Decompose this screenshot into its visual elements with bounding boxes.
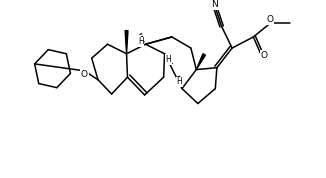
Text: H: H	[166, 55, 171, 64]
Text: O: O	[260, 51, 267, 59]
Text: H: H	[138, 37, 144, 46]
Text: N: N	[211, 0, 218, 9]
Polygon shape	[125, 31, 128, 54]
Text: O: O	[267, 15, 274, 24]
Polygon shape	[196, 54, 205, 70]
Text: O: O	[81, 70, 88, 79]
Text: H: H	[177, 77, 182, 86]
